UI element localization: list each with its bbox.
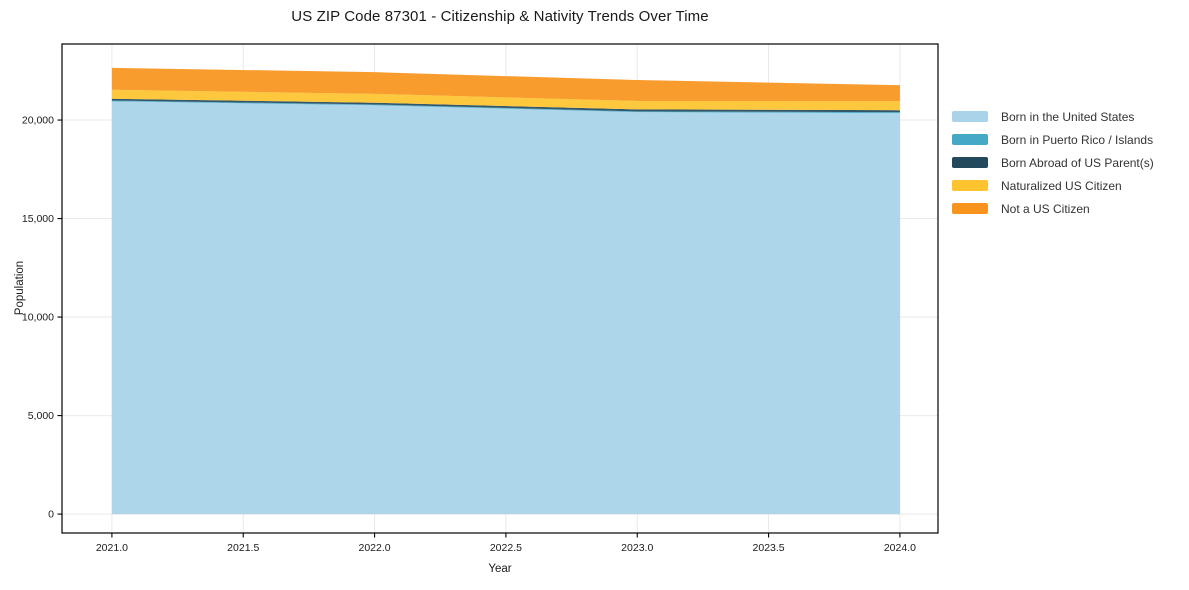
- x-tick-label: 2023.0: [621, 542, 653, 554]
- area-born-in-puerto-rico-islands: [111, 100, 900, 114]
- legend-label: Born Abroad of US Parent(s): [1001, 155, 1154, 170]
- legend-swatch: [952, 203, 988, 214]
- x-tick-label: 2022.5: [490, 542, 522, 554]
- y-tick-label: 10,000: [22, 312, 54, 324]
- legend-label: Born in the United States: [1001, 109, 1135, 124]
- legend-item-naturalized-us-citizen: Naturalized US Citizen: [952, 174, 1154, 197]
- legend-item-not-a-us-citizen: Not a US Citizen: [952, 197, 1154, 220]
- legend-label: Naturalized US Citizen: [1001, 178, 1122, 193]
- y-axis-label: Population: [14, 260, 26, 316]
- y-tick-label: 5,000: [28, 410, 54, 422]
- legend-swatch: [952, 180, 988, 191]
- y-tick-label: 0: [48, 509, 54, 521]
- area-naturalized-us-citizen: [111, 89, 900, 111]
- legend-swatch: [952, 111, 988, 122]
- legend-item-born-in-the-united-states: Born in the United States: [952, 105, 1154, 128]
- x-tick-label: 2024.0: [884, 542, 916, 554]
- area-born-abroad-of-us-parent-s: [111, 98, 900, 113]
- legend-item-born-in-puerto-rico-islands: Born in Puerto Rico / Islands: [952, 128, 1154, 151]
- y-tick-label: 15,000: [22, 213, 54, 225]
- legend: Born in the United States Born in Puerto …: [952, 105, 1154, 220]
- chart-title: US ZIP Code 87301 - Citizenship & Nativi…: [291, 8, 709, 25]
- legend-label: Born in Puerto Rico / Islands: [1001, 132, 1154, 147]
- legend-label: Not a US Citizen: [1001, 201, 1090, 216]
- x-axis-label: Year: [488, 563, 512, 575]
- x-tick-label: 2022.0: [359, 542, 391, 554]
- area-born-in-the-united-states: [111, 101, 900, 515]
- x-tick-label: 2021.5: [227, 542, 259, 554]
- x-tick-label: 2021.0: [96, 542, 128, 554]
- legend-swatch: [952, 157, 988, 168]
- area-not-a-us-citizen: [111, 67, 900, 102]
- legend-item-born-abroad-of-us-parent-s: Born Abroad of US Parent(s): [952, 151, 1154, 174]
- x-tick-label: 2023.5: [753, 542, 785, 554]
- plot-border: [61, 43, 939, 534]
- legend-swatch: [952, 134, 988, 145]
- y-tick-label: 20,000: [22, 115, 54, 127]
